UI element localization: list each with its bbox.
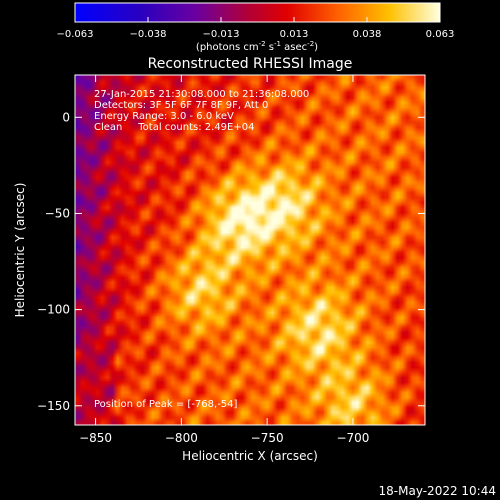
y-tick-label: −150	[37, 399, 70, 413]
colorbar-ticks: −0.063 −0.038 −0.013 0.013 0.038 0.063	[56, 17, 454, 40]
y-axis-label: Heliocentric Y (arcsec)	[13, 183, 27, 318]
x-axis-ticks: −850 −800 −750 −700	[79, 75, 369, 445]
colorbar-tick-label: −0.038	[129, 29, 166, 40]
plot-timestamp: 18-May-2022 10:44	[379, 484, 496, 498]
peak-position-label: Position of Peak = [-768,-54]	[94, 399, 238, 410]
annotation-energy-range: Energy Range: 3.0 - 6.0 keV	[94, 111, 234, 122]
plot-frame	[74, 74, 426, 426]
x-tick-label: −800	[165, 431, 198, 445]
annotation-detectors: Detectors: 3F 5F 6F 7F 8F 9F, Att 0	[94, 100, 268, 111]
colorbar-tick-label: −0.013	[202, 29, 239, 40]
x-tick-label: −700	[336, 431, 369, 445]
colorbar-tick-label: 0.013	[280, 29, 309, 40]
heatmap-plot	[75, 75, 425, 425]
annotation-time-range: 27-Jan-2015 21:30:08.000 to 21:36:08.000	[94, 89, 309, 100]
x-tick-label: −850	[79, 431, 112, 445]
annotation-block: 27-Jan-2015 21:30:08.000 to 21:36:08.000…	[94, 89, 309, 133]
colorbar-gradient	[74, 2, 441, 23]
colorbar-tick-label: 0.063	[426, 29, 455, 40]
annotation-clean-counts: Clean Total counts: 2.49E+04	[94, 122, 254, 133]
colorbar-tick-label: 0.038	[353, 29, 382, 40]
chart-title: Reconstructed RHESSI Image	[148, 56, 353, 72]
colorbar: −0.063 −0.038 −0.013 0.013 0.038 0.063 (photo…	[56, 2, 454, 53]
y-axis-ticks: 0 −50 −100 −150	[37, 110, 425, 413]
colorbar-units: (photons cm-2 s-1 asec-2)	[196, 40, 318, 53]
heatmap-image	[75, 75, 425, 425]
y-tick-label: −100	[37, 303, 70, 317]
colorbar-tick-label: −0.063	[56, 29, 93, 40]
x-tick-label: −750	[251, 431, 284, 445]
x-axis-label: Heliocentric X (arcsec)	[182, 449, 318, 463]
y-tick-label: 0	[62, 110, 70, 124]
y-tick-label: −50	[45, 206, 70, 220]
